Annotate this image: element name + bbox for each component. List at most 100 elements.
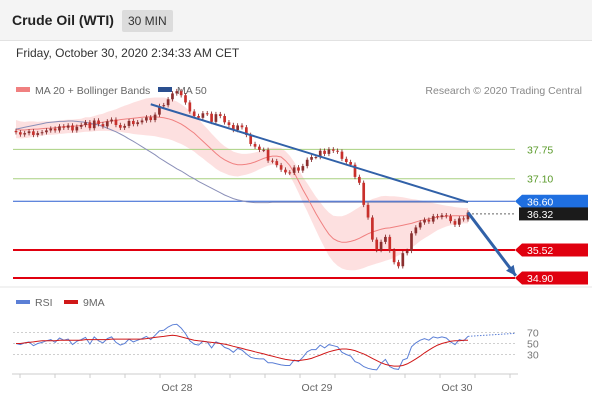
candle xyxy=(449,216,452,222)
rsi-ma-line xyxy=(16,334,468,367)
candle xyxy=(266,149,270,161)
candle xyxy=(210,113,213,122)
candle xyxy=(118,125,122,128)
candle xyxy=(244,127,248,135)
candle xyxy=(66,125,70,128)
candle xyxy=(258,146,261,150)
candle xyxy=(131,120,135,125)
candle xyxy=(227,122,231,126)
level-label-4: 34.90 xyxy=(527,273,553,285)
x-tick-label: Oct 29 xyxy=(302,382,333,394)
candle xyxy=(75,126,79,131)
candle xyxy=(88,122,92,129)
candle xyxy=(40,132,44,134)
candle xyxy=(18,132,22,135)
instrument-title: Crude Oil (WTI) xyxy=(12,12,114,28)
candle xyxy=(97,120,100,125)
level-labels: 37.75 37.10 36.60 35.52 34.90 36.32 xyxy=(515,144,588,285)
candle xyxy=(297,167,300,171)
rsi-ma-legend-label: 9MA xyxy=(83,297,105,309)
ma50-legend-label: MA 50 xyxy=(177,85,207,97)
candle xyxy=(240,125,244,128)
projection-arrowhead xyxy=(506,264,516,276)
candle xyxy=(271,160,274,162)
candle xyxy=(453,221,457,225)
candle xyxy=(362,182,366,205)
candle xyxy=(101,124,105,127)
x-tick-label: Oct 28 xyxy=(162,382,193,394)
candle xyxy=(340,151,344,159)
level-label-0: 37.75 xyxy=(527,144,553,156)
rsi-tick-label: 30 xyxy=(527,350,539,362)
candle xyxy=(349,162,353,165)
candle xyxy=(353,164,357,177)
ma20-legend-label: MA 20 + Bollinger Bands xyxy=(35,85,150,97)
rsi-legend-swatch xyxy=(16,300,30,304)
candle xyxy=(440,215,444,218)
candle xyxy=(331,149,335,151)
candle xyxy=(292,167,296,173)
candle xyxy=(153,114,157,121)
candle xyxy=(357,176,361,183)
last-price-tag xyxy=(519,207,588,221)
candle xyxy=(58,126,61,131)
candle xyxy=(79,125,83,127)
candle xyxy=(162,105,166,107)
level-tag-pivot xyxy=(515,194,588,208)
candle xyxy=(201,113,205,118)
candle xyxy=(188,102,192,112)
candle xyxy=(466,212,470,220)
candle xyxy=(318,150,322,158)
candle xyxy=(45,130,48,133)
candle xyxy=(184,95,187,103)
trendline xyxy=(150,103,469,204)
candle xyxy=(205,113,209,115)
moving-averages xyxy=(15,116,468,243)
candle xyxy=(231,125,235,130)
candle xyxy=(344,158,348,163)
bollinger-bands xyxy=(16,97,468,271)
candle xyxy=(145,117,148,121)
candle xyxy=(140,120,144,123)
candle xyxy=(71,125,74,131)
candle xyxy=(379,241,383,250)
candle xyxy=(288,172,292,174)
candle xyxy=(444,215,448,217)
ma50-line xyxy=(15,120,468,204)
candle xyxy=(123,125,127,128)
candle xyxy=(410,233,413,251)
candle xyxy=(384,236,387,242)
candle xyxy=(414,227,418,234)
candle xyxy=(305,159,309,167)
rsi-tick-label: 50 xyxy=(527,339,539,351)
x-axis: Oct 28 Oct 29 Oct 30 xyxy=(19,374,511,394)
candle xyxy=(105,121,109,127)
level-label-1: 37.10 xyxy=(527,174,553,186)
candle xyxy=(436,216,439,218)
candle xyxy=(462,218,466,220)
candle xyxy=(301,166,305,171)
candle xyxy=(423,219,426,223)
candle xyxy=(158,106,161,115)
candle xyxy=(127,120,131,126)
candle xyxy=(166,99,170,106)
candle xyxy=(275,161,279,166)
candle xyxy=(262,149,266,151)
level-label-3: 35.52 xyxy=(527,245,553,257)
ma50-legend-swatch xyxy=(158,87,172,92)
candle xyxy=(375,239,379,250)
trendline-group xyxy=(150,103,518,277)
candle xyxy=(14,130,18,133)
candle xyxy=(397,262,400,267)
timeframe-badge[interactable]: 30 MIN xyxy=(122,10,173,32)
candle xyxy=(175,91,179,94)
candle xyxy=(323,150,326,154)
bollinger-band-area xyxy=(16,97,468,271)
candle xyxy=(53,128,57,131)
candle xyxy=(36,133,40,135)
projection-arrow xyxy=(466,211,518,277)
candle xyxy=(284,169,287,173)
candle xyxy=(114,119,118,126)
candle xyxy=(388,236,392,251)
